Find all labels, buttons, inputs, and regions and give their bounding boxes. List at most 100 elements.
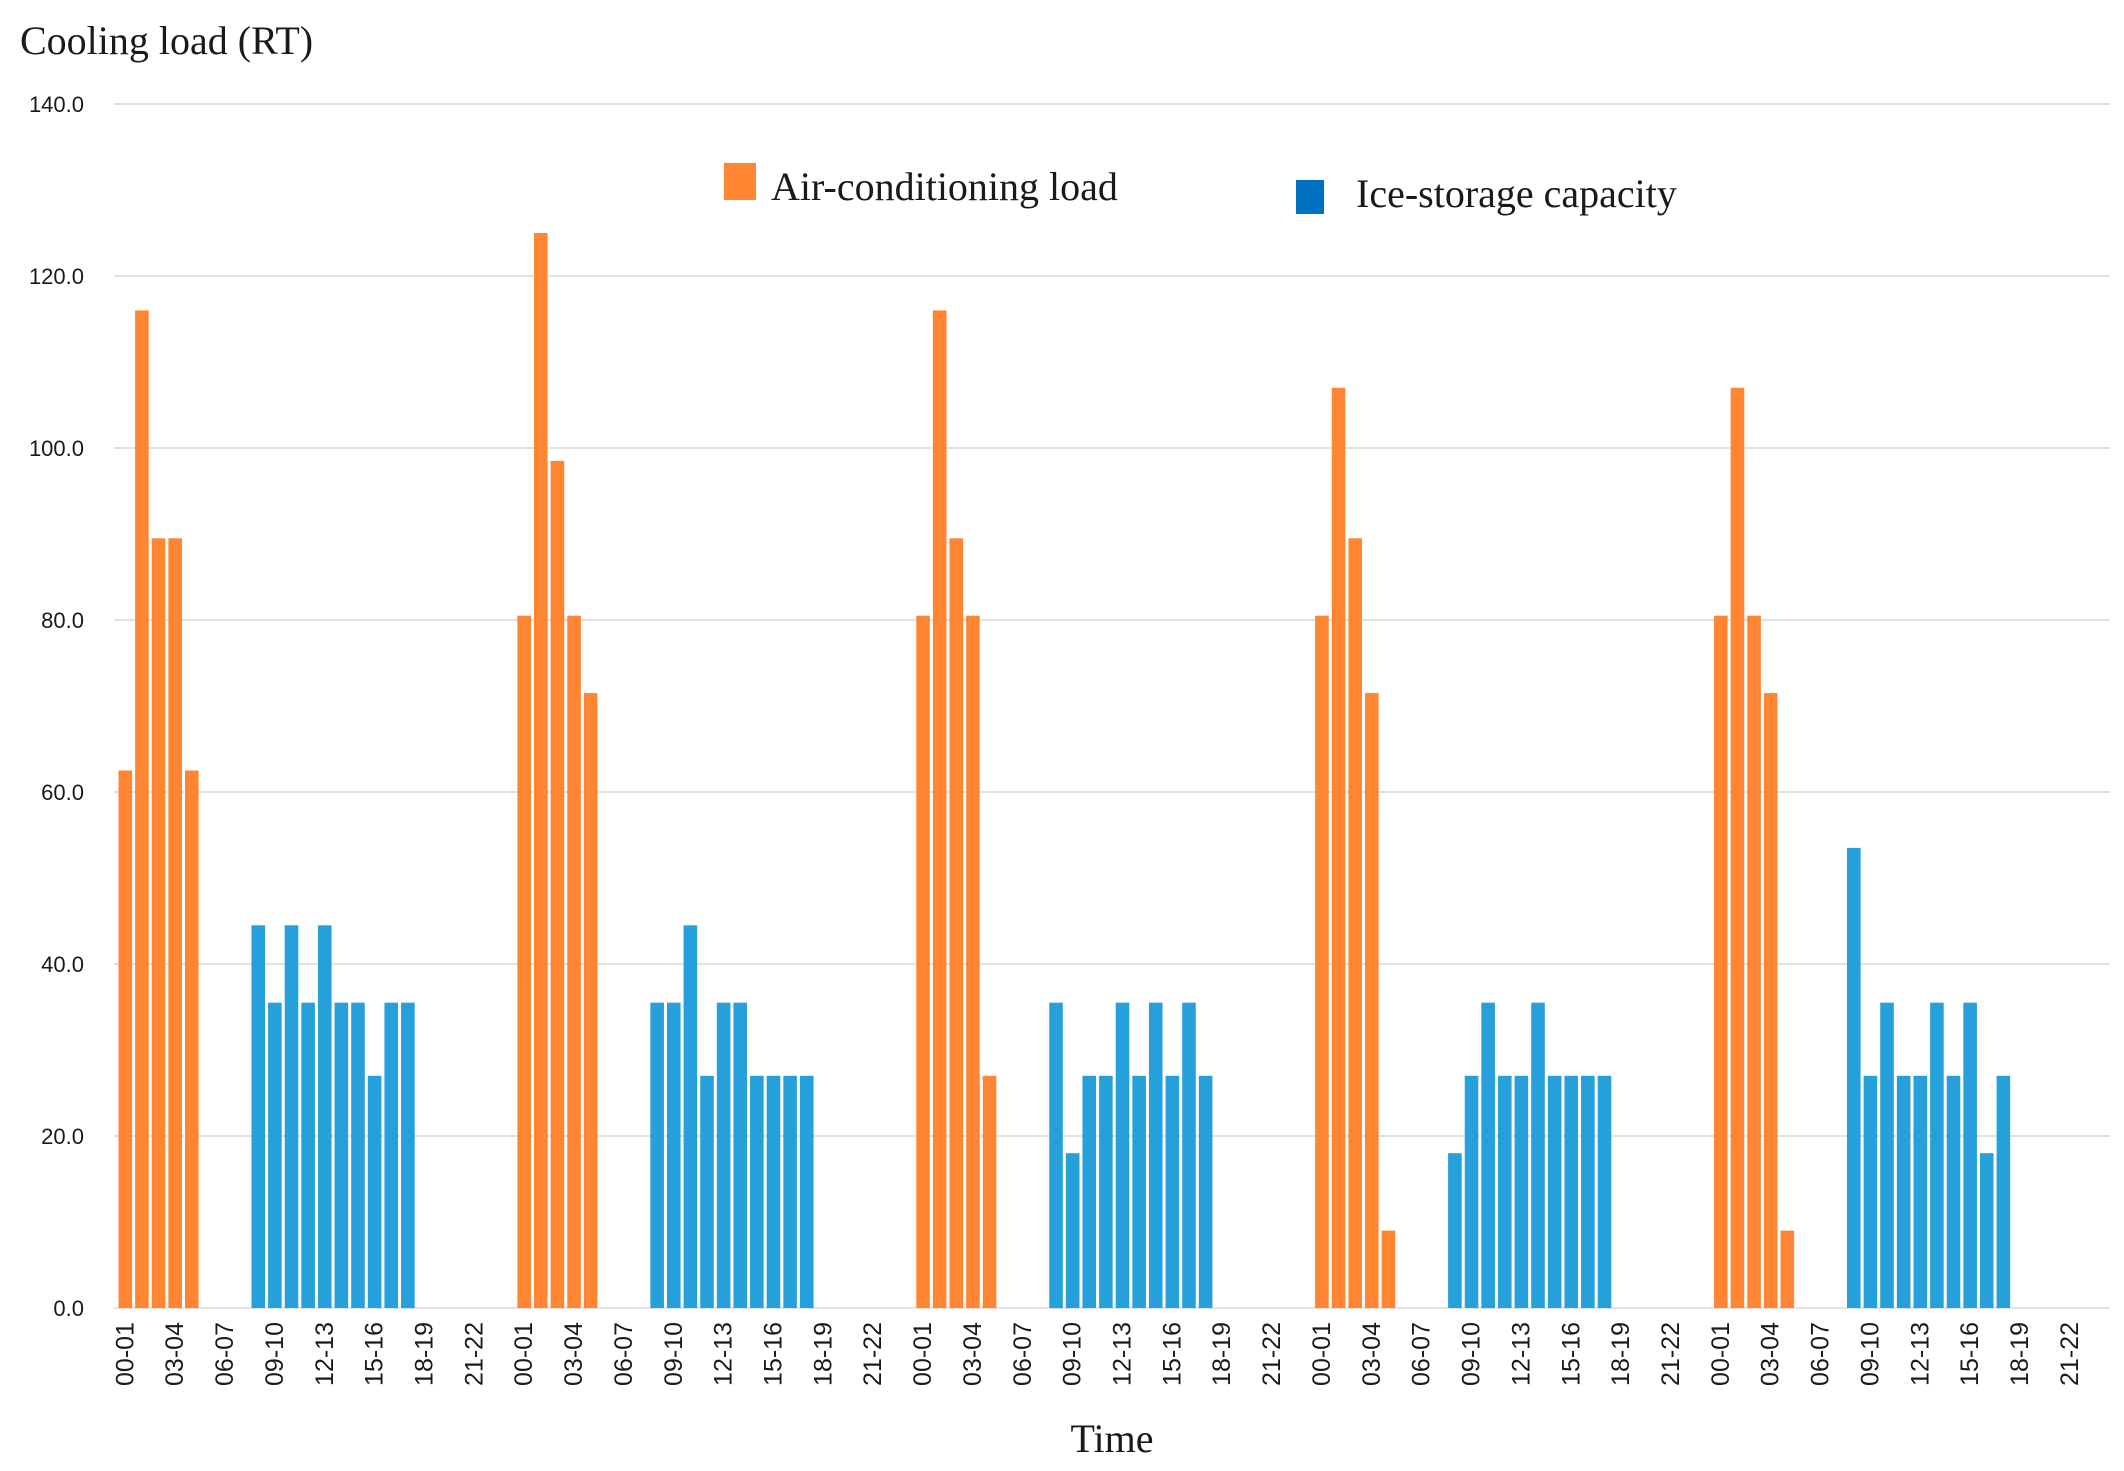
bar-ice-storage (401, 1002, 415, 1308)
bar-ice-storage (1531, 1002, 1545, 1308)
bar-air-conditioning (966, 615, 980, 1308)
bar-air-conditioning (982, 1075, 997, 1308)
x-tick-label: 00-01 (1707, 1322, 1735, 1386)
bar-ice-storage (1132, 1075, 1146, 1308)
bar-ice-storage (799, 1075, 814, 1308)
x-tick-label: 03-04 (959, 1322, 987, 1386)
x-tick-label: 09-10 (1458, 1322, 1486, 1386)
bar-ice-storage (317, 925, 332, 1308)
x-tick-label: 21-22 (1657, 1322, 1685, 1386)
bar-ice-storage (1198, 1075, 1213, 1308)
x-tick-label: 18-19 (1607, 1322, 1635, 1386)
bar-ice-storage (334, 1002, 349, 1308)
x-tick-label: 18-19 (410, 1322, 438, 1386)
x-tick-label: 12-13 (710, 1322, 738, 1386)
bar-ice-storage (1597, 1075, 1612, 1308)
x-axis-title: Time (1070, 1416, 1153, 1461)
bar-air-conditioning (1747, 615, 1761, 1308)
x-tick-label: 06-07 (1408, 1322, 1436, 1386)
bar-ice-storage (750, 1075, 764, 1308)
bar-ice-storage (1846, 847, 1861, 1308)
x-tick-label: 15-16 (361, 1322, 389, 1386)
bar-ice-storage (1099, 1075, 1113, 1308)
bar-air-conditioning (583, 693, 598, 1308)
y-axis-title: Cooling load (RT) (20, 18, 313, 63)
bar-ice-storage (733, 1002, 748, 1308)
bar-air-conditioning (550, 460, 565, 1308)
y-tick-label: 120.0 (29, 264, 84, 289)
x-tick-label: 21-22 (460, 1322, 488, 1386)
x-tick-label: 03-04 (560, 1322, 588, 1386)
bar-air-conditioning (932, 310, 947, 1308)
bar-ice-storage (1996, 1075, 2011, 1308)
bar-air-conditioning (567, 615, 581, 1308)
x-tick-label: 18-19 (1208, 1322, 1236, 1386)
bar-air-conditioning (517, 615, 531, 1308)
bar-ice-storage (301, 1002, 315, 1308)
bar-ice-storage (367, 1075, 382, 1308)
x-tick-label: 15-16 (759, 1322, 787, 1386)
x-tick-label: 06-07 (610, 1322, 638, 1386)
bar-air-conditioning (1365, 693, 1379, 1308)
x-tick-label: 03-04 (161, 1322, 189, 1386)
x-tick-label: 00-01 (111, 1322, 139, 1386)
x-tick-label: 09-10 (261, 1322, 289, 1386)
x-tick-label: 12-13 (1906, 1322, 1934, 1386)
bar-ice-storage (384, 1002, 399, 1308)
x-tick-label: 00-01 (510, 1322, 538, 1386)
bar-ice-storage (683, 925, 698, 1308)
x-tick-label: 03-04 (1757, 1322, 1785, 1386)
x-tick-label: 06-07 (211, 1322, 239, 1386)
bar-ice-storage (1065, 1153, 1080, 1308)
x-tick-label: 09-10 (1856, 1322, 1884, 1386)
bar-air-conditioning (184, 770, 199, 1308)
y-tick-label: 40.0 (41, 952, 84, 977)
legend: Air-conditioning load Ice-storage capaci… (724, 163, 1677, 216)
bar-ice-storage (351, 1002, 365, 1308)
x-tick-label: 15-16 (1557, 1322, 1585, 1386)
x-tick-label: 21-22 (1258, 1322, 1286, 1386)
bar-ice-storage (1564, 1075, 1579, 1308)
bar-ice-storage (1049, 1002, 1063, 1308)
bar-air-conditioning (1381, 1230, 1396, 1308)
y-tick-label: 140.0 (29, 92, 84, 117)
bar-ice-storage (1946, 1075, 1961, 1308)
x-tick-label: 09-10 (1059, 1322, 1087, 1386)
bar-ice-storage (700, 1075, 714, 1308)
bar-ice-storage (1148, 1002, 1163, 1308)
x-tick-label: 09-10 (660, 1322, 688, 1386)
bar-ice-storage (284, 925, 299, 1308)
bar-air-conditioning (168, 538, 182, 1308)
bar-ice-storage (1963, 1002, 1977, 1308)
bar-ice-storage (1913, 1075, 1928, 1308)
bar-ice-storage (666, 1002, 681, 1308)
gridlines (114, 103, 2110, 1309)
bar-ice-storage (1082, 1075, 1097, 1308)
y-tick-label: 80.0 (41, 608, 84, 633)
bar-ice-storage (1930, 1002, 1944, 1308)
bar-air-conditioning (1348, 538, 1362, 1308)
bar-ice-storage (1979, 1153, 1994, 1308)
bar-ice-storage (783, 1075, 797, 1308)
x-tick-label: 12-13 (311, 1322, 339, 1386)
bar-ice-storage (268, 1002, 282, 1308)
bar-air-conditioning (1763, 693, 1778, 1308)
bar-ice-storage (766, 1075, 781, 1308)
bar-ice-storage (1880, 1002, 1894, 1308)
bar-air-conditioning (151, 538, 166, 1308)
x-tick-label: 06-07 (1009, 1322, 1037, 1386)
bar-ice-storage (1581, 1075, 1595, 1308)
bar-air-conditioning (534, 233, 548, 1308)
legend-swatch-ice-storage (1296, 180, 1324, 214)
bar-ice-storage (1115, 1002, 1130, 1308)
bar-air-conditioning (949, 538, 964, 1308)
bar-air-conditioning (1315, 615, 1329, 1308)
bar-air-conditioning (135, 310, 149, 1308)
x-tick-labels: 00-01 03-04 06-07 09-10 12-13 15-16 18-19 21-22… (111, 1322, 2084, 1386)
bar-ice-storage (1464, 1075, 1479, 1308)
bar-ice-storage (1896, 1075, 1911, 1308)
bar-air-conditioning (1714, 615, 1728, 1308)
bar-ice-storage (650, 1002, 664, 1308)
bar-air-conditioning (916, 615, 930, 1308)
